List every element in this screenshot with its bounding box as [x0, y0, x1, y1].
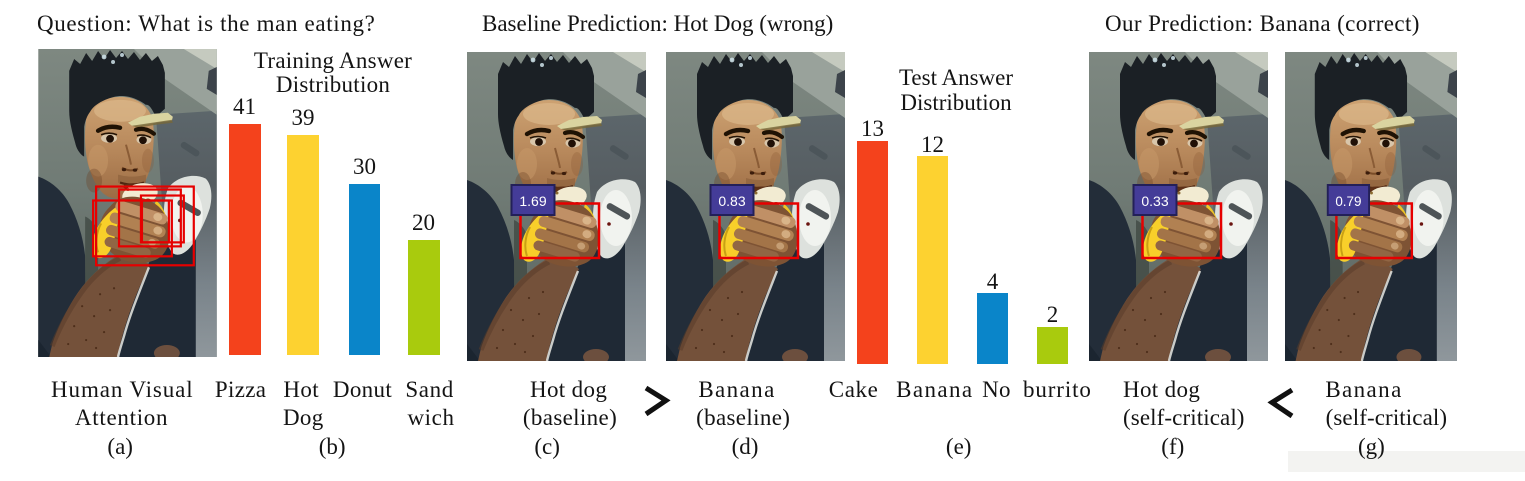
svg-text:0.33: 0.33 — [1141, 193, 1168, 209]
svg-text:1.69: 1.69 — [519, 193, 546, 209]
svg-text:0.79: 0.79 — [1335, 194, 1361, 209]
svg-text:0.83: 0.83 — [718, 193, 745, 209]
